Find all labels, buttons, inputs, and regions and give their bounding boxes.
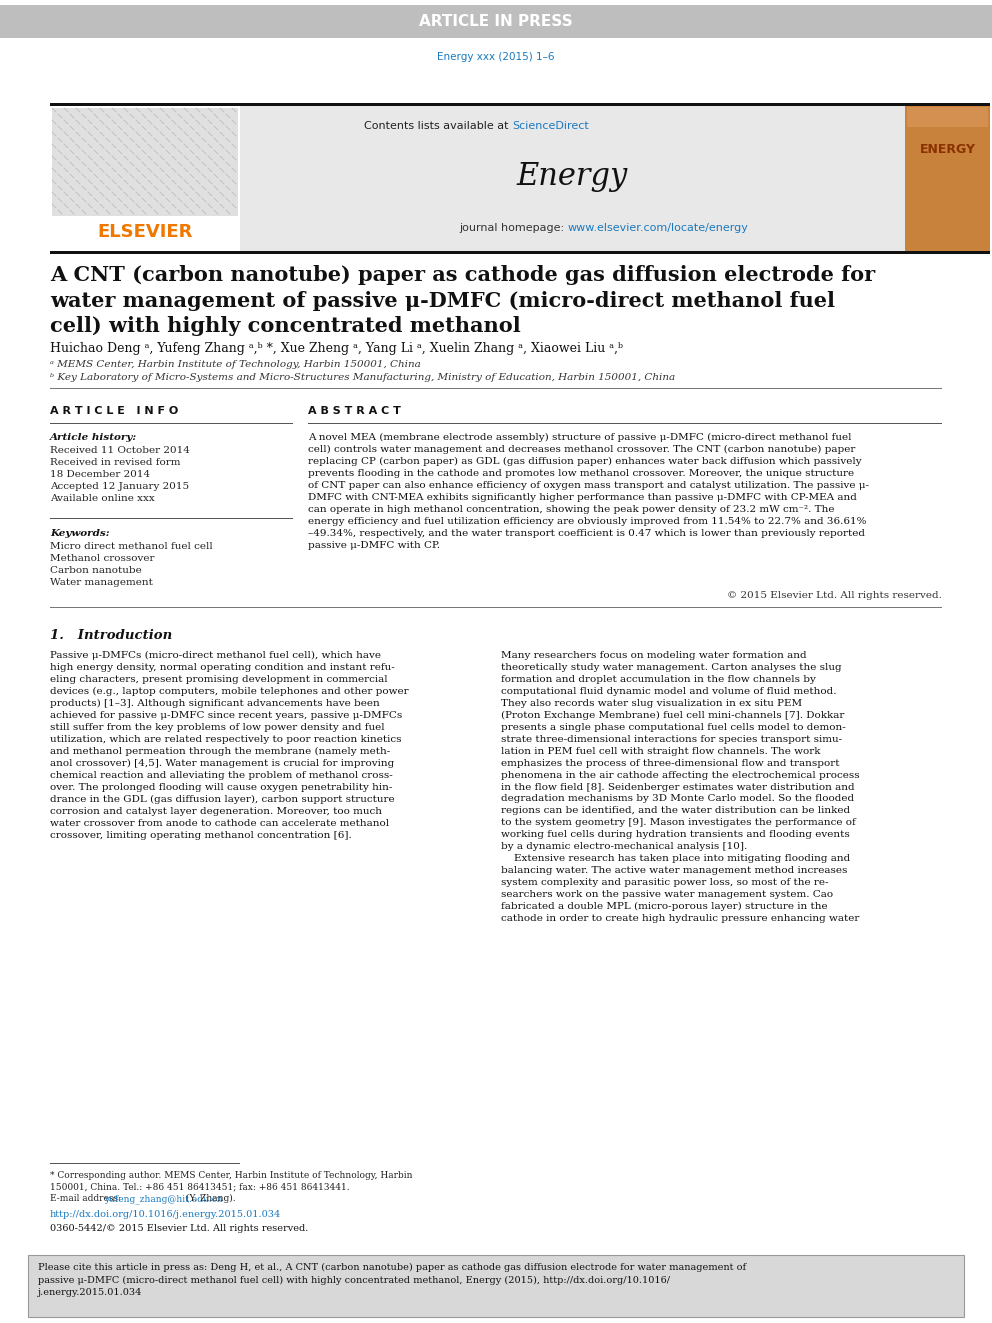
Text: Micro direct methanol fuel cell: Micro direct methanol fuel cell [50,542,212,550]
Text: Contents lists available at: Contents lists available at [364,120,513,131]
Text: http://dx.doi.org/10.1016/j.energy.2015.01.034: http://dx.doi.org/10.1016/j.energy.2015.… [50,1211,282,1218]
Text: ARTICLE IN PRESS: ARTICLE IN PRESS [420,15,572,29]
Text: 1.   Introduction: 1. Introduction [50,628,173,642]
Bar [28,1256,964,1316]
Text: Many researchers focus on modeling water formation and
theoretically study water: Many researchers focus on modeling water… [501,651,860,923]
Bar [240,106,905,251]
Text: Huichao Deng ᵃ, Yufeng Zhang ᵃ,ᵇ *, Xue Zheng ᵃ, Yang Li ᵃ, Xuelin Zhang ᵃ, Xiao: Huichao Deng ᵃ, Yufeng Zhang ᵃ,ᵇ *, Xue … [50,343,623,355]
Text: A novel MEA (membrane electrode assembly) structure of passive μ-DMFC (micro-dir: A novel MEA (membrane electrode assembly… [308,433,869,550]
Text: Received 11 October 2014: Received 11 October 2014 [50,446,189,455]
Text: Energy: Energy [517,161,628,192]
Text: * Corresponding author. MEMS Center, Harbin Institute of Technology, Harbin
1500: * Corresponding author. MEMS Center, Har… [50,1171,413,1192]
Text: Carbon nanotube: Carbon nanotube [50,566,142,576]
Text: Keywords:: Keywords: [50,529,110,538]
Text: Energy xxx (2015) 1–6: Energy xxx (2015) 1–6 [437,52,555,62]
Text: ENERGY: ENERGY [920,143,975,156]
Text: Received in revised form: Received in revised form [50,458,181,467]
Text: Passive μ-DMFCs (micro-direct methanol fuel cell), which have
high energy densit: Passive μ-DMFCs (micro-direct methanol f… [50,651,409,840]
Bar [50,106,240,251]
Text: A B S T R A C T: A B S T R A C T [308,406,401,415]
Text: Please cite this article in press as: Deng H, et al., A CNT (carbon nanotube) pa: Please cite this article in press as: De… [38,1263,746,1297]
Text: ELSEVIER: ELSEVIER [97,224,192,241]
Text: E-mail address:: E-mail address: [50,1193,124,1203]
Text: A CNT (carbon nanotube) paper as cathode gas diffusion electrode for
water manag: A CNT (carbon nanotube) paper as cathode… [50,265,875,336]
Bar [50,103,990,106]
Text: yufeng_zhang@hit.edu.cn: yufeng_zhang@hit.edu.cn [104,1193,223,1204]
Bar [907,107,988,127]
Text: Water management: Water management [50,578,153,587]
Text: 0360-5442/© 2015 Elsevier Ltd. All rights reserved.: 0360-5442/© 2015 Elsevier Ltd. All right… [50,1224,309,1233]
Text: journal homepage:: journal homepage: [459,224,567,233]
Bar [0,5,992,38]
Text: Accepted 12 January 2015: Accepted 12 January 2015 [50,482,189,491]
Text: www.elsevier.com/locate/energy: www.elsevier.com/locate/energy [567,224,748,233]
Text: Methanol crossover: Methanol crossover [50,554,155,564]
Text: ᵇ Key Laboratory of Micro-Systems and Micro-Structures Manufacturing, Ministry o: ᵇ Key Laboratory of Micro-Systems and Mi… [50,373,676,382]
Bar [52,108,238,216]
Text: (Y. Zhang).: (Y. Zhang). [183,1193,235,1203]
Text: 18 December 2014: 18 December 2014 [50,470,150,479]
Text: A R T I C L E   I N F O: A R T I C L E I N F O [50,406,179,415]
Text: © 2015 Elsevier Ltd. All rights reserved.: © 2015 Elsevier Ltd. All rights reserved… [727,591,942,601]
Text: ᵃ MEMS Center, Harbin Institute of Technology, Harbin 150001, China: ᵃ MEMS Center, Harbin Institute of Techn… [50,360,421,369]
Text: Article history:: Article history: [50,433,137,442]
Bar [50,251,990,254]
Bar [905,106,990,251]
Text: Available online xxx: Available online xxx [50,493,155,503]
Text: ScienceDirect: ScienceDirect [513,120,589,131]
